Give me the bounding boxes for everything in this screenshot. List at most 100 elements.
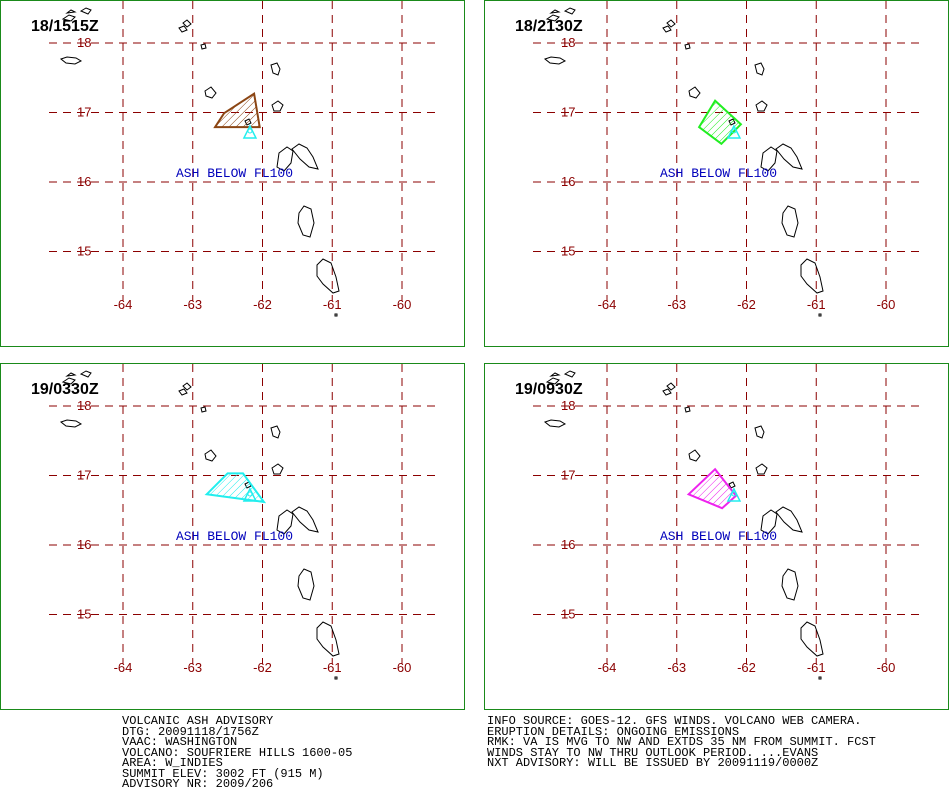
longitude-label: -64 <box>598 297 617 312</box>
latitude-label: 18 <box>77 398 91 413</box>
latitude-label: 18 <box>561 398 575 413</box>
panel-time-label: 18/1515Z <box>31 18 99 35</box>
coastline <box>666 382 676 391</box>
coastline <box>79 7 92 15</box>
coastline <box>79 370 92 378</box>
coastline <box>754 425 765 439</box>
coastline <box>688 86 701 99</box>
info-line: SUMMIT ELEV: 3002 FT (915 M) <box>122 766 324 781</box>
coastline <box>549 9 561 14</box>
ash-cloud-polygon <box>686 467 738 510</box>
longitude-label: -62 <box>253 660 272 675</box>
coastline <box>688 449 701 462</box>
latitude-label: 18 <box>561 35 575 50</box>
advisory-details-block: INFO SOURCE: GOES-12. GFS WINDS. VOLCANO… <box>487 715 876 770</box>
volcano-icon <box>726 124 742 139</box>
coastline <box>563 370 576 378</box>
coastline <box>61 14 76 22</box>
coastline <box>291 143 319 170</box>
coastline <box>316 621 340 657</box>
coastline <box>754 62 765 76</box>
coastline <box>61 377 76 385</box>
coastline <box>781 205 799 238</box>
coastline <box>818 676 822 680</box>
coastline <box>200 43 207 50</box>
latitude-label: 17 <box>561 105 575 120</box>
ash-below-label: ASH BELOW FL100 <box>176 529 293 544</box>
panel-time-label: 18/2130Z <box>515 18 583 35</box>
coastline <box>818 313 822 317</box>
longitude-label: -61 <box>807 660 826 675</box>
coastline <box>204 449 217 462</box>
longitude-label: -62 <box>737 297 756 312</box>
coastline <box>316 258 340 294</box>
latitude-label: 17 <box>561 468 575 483</box>
map-panel-1: 18 17 16 15 -64 -63 -62 -61 -60 ASH BELOW FL100 1… <box>0 0 465 347</box>
coastline <box>276 146 294 172</box>
latitude-label: 17 <box>77 105 91 120</box>
ash-below-label: ASH BELOW FL100 <box>660 166 777 181</box>
longitude-label: -61 <box>323 297 342 312</box>
latitude-label: 18 <box>77 35 91 50</box>
info-line: ADVISORY NR: 2009/206 <box>122 777 274 791</box>
info-line: NXT ADVISORY: WILL BE ISSUED BY 20091119… <box>487 756 819 770</box>
longitude-label: -63 <box>667 660 686 675</box>
coastline <box>270 425 281 439</box>
coastline <box>334 676 338 680</box>
coastline <box>760 509 778 535</box>
panel-time-label: 19/0930Z <box>515 381 583 398</box>
coastline <box>684 406 691 413</box>
longitude-label: -63 <box>183 297 202 312</box>
longitude-label: -62 <box>253 297 272 312</box>
volcano-icon <box>242 487 258 502</box>
volcano-summit-icon <box>731 491 737 497</box>
map-canvas: 18 17 16 15 -64 -63 -62 -61 -60 ASH BELOW FL100 <box>49 364 441 680</box>
map-panel-3: 18 17 16 15 -64 -63 -62 -61 -60 ASH BELOW FL100 1… <box>0 363 465 710</box>
map-panel-2: 18 17 16 15 -64 -63 -62 -61 -60 ASH BELOW FL100 1… <box>484 0 949 347</box>
map-canvas: 18 17 16 15 -64 -63 -62 -61 -60 ASH BELOW FL100 <box>49 1 441 317</box>
coastline <box>728 481 736 489</box>
longitude-label: -63 <box>183 660 202 675</box>
latitude-label: 16 <box>561 174 575 189</box>
latitude-label: 15 <box>561 244 575 259</box>
coastline <box>59 56 83 65</box>
latitude-label: 16 <box>77 537 91 552</box>
coastline <box>662 388 672 396</box>
coastline <box>271 100 284 112</box>
volcano-icon <box>726 487 742 502</box>
coastline <box>200 406 207 413</box>
map-canvas: 18 17 16 15 -64 -63 -62 -61 -60 ASH BELOW FL100 <box>533 364 925 680</box>
volcano-summit-icon <box>731 128 737 134</box>
coastline <box>800 621 824 657</box>
info-line: WINDS STAY TO NW THRU OUTLOOK PERIOD. ..… <box>487 745 819 760</box>
coastline <box>297 568 315 601</box>
map-canvas: 18 17 16 15 -64 -63 -62 -61 -60 ASH BELOW FL100 <box>533 1 925 317</box>
volcano-summit-icon <box>247 128 253 134</box>
coastline <box>760 146 778 172</box>
coastline <box>334 313 338 317</box>
longitude-label: -61 <box>807 297 826 312</box>
coastline <box>182 19 192 28</box>
ash-below-label: ASH BELOW FL100 <box>176 166 293 181</box>
latitude-label: 17 <box>77 468 91 483</box>
coastline <box>182 382 192 391</box>
ash-cloud-polygon <box>213 92 261 129</box>
coastline <box>563 7 576 15</box>
coastline <box>545 377 560 385</box>
coastline <box>65 9 77 14</box>
coastline <box>270 62 281 76</box>
coastline <box>59 419 83 428</box>
ash-below-label: ASH BELOW FL100 <box>660 529 777 544</box>
info-line: VOLCANO: SOUFRIERE HILLS 1600-05 <box>122 745 353 760</box>
coastline <box>543 419 567 428</box>
latitude-label: 16 <box>77 174 91 189</box>
longitude-label: -62 <box>737 660 756 675</box>
coastline <box>178 388 188 396</box>
coastline <box>684 43 691 50</box>
advisory-header-block: VOLCANIC ASH ADVISORY DTG: 20091118/1756… <box>122 715 353 791</box>
coastline <box>755 100 768 112</box>
coastline <box>775 143 803 170</box>
longitude-label: -64 <box>598 660 617 675</box>
info-line: DTG: 20091118/1756Z <box>122 724 259 739</box>
longitude-label: -63 <box>667 297 686 312</box>
